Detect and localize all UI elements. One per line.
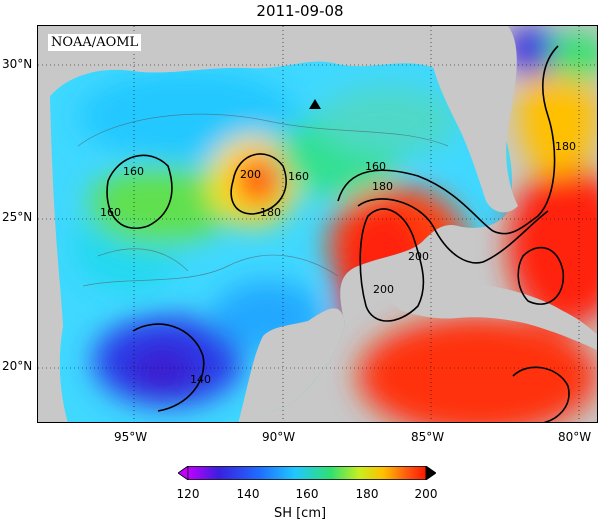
contour-label: 200 bbox=[408, 250, 429, 263]
colorbar-tick: 180 bbox=[355, 487, 379, 501]
graticule bbox=[38, 26, 597, 422]
contour-label: 200 bbox=[240, 168, 261, 181]
cuba-land bbox=[391, 282, 597, 351]
contour-label: 140 bbox=[190, 373, 211, 386]
colorbar-tick: 140 bbox=[236, 487, 260, 501]
contour-label: 180 bbox=[260, 206, 281, 219]
contour-label: 180 bbox=[555, 140, 576, 153]
contour-label: 180 bbox=[372, 180, 393, 193]
triangle-marker bbox=[309, 99, 321, 109]
lon-label: 90°W bbox=[262, 430, 296, 444]
colorbar-graphic bbox=[178, 466, 436, 480]
minor-contours bbox=[77, 113, 449, 287]
us-coast-land bbox=[38, 26, 458, 96]
lat-label: 30°N bbox=[2, 57, 33, 71]
contour-label: 160 bbox=[100, 206, 121, 219]
caribbean-field bbox=[358, 26, 597, 422]
sea-height-map bbox=[38, 26, 597, 422]
lon-label: 85°W bbox=[411, 430, 445, 444]
colorbar-tick: 160 bbox=[295, 487, 319, 501]
colorbar bbox=[178, 466, 436, 480]
contour-label: 160 bbox=[123, 165, 144, 178]
contour-label: 160 bbox=[365, 160, 386, 173]
colorbar-tick: 120 bbox=[176, 487, 200, 501]
map-title: 2011-09-08 bbox=[256, 2, 344, 20]
lon-label: 95°W bbox=[114, 430, 148, 444]
colorbar-title: SH [cm] bbox=[273, 506, 327, 521]
contour-label: 160 bbox=[288, 170, 309, 183]
lat-label: 25°N bbox=[2, 210, 33, 224]
source-label: NOAA/AOML bbox=[48, 34, 142, 51]
map-panel[interactable] bbox=[37, 25, 598, 423]
lat-label: 20°N bbox=[2, 359, 33, 373]
mexico-land bbox=[38, 96, 68, 422]
lon-label: 80°W bbox=[558, 430, 592, 444]
contour-label: 200 bbox=[373, 283, 394, 296]
colorbar-tick: 200 bbox=[414, 487, 438, 501]
florida-land bbox=[433, 26, 518, 213]
yucatan-land bbox=[238, 308, 345, 422]
